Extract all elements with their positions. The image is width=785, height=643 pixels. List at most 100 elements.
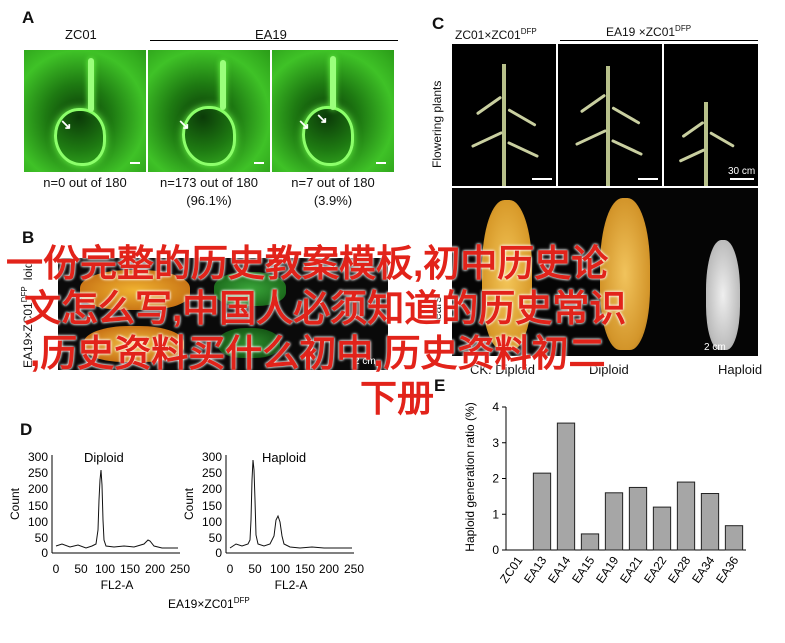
e-category-label-ea34: EA34 <box>689 553 717 585</box>
overlay-text-line-4: 下册 <box>360 378 434 419</box>
d-left-ytick-100: 100 <box>28 515 48 529</box>
e-bar-ea15 <box>580 533 600 551</box>
panel-c-bottom-label-3: Haploid <box>718 362 763 377</box>
e-ytick-label: 2 <box>492 472 499 486</box>
histogram-diploid: Diploid 300 250 200 150 100 50 0 0 50 10… <box>8 450 190 592</box>
panel-b-images: 2 cm <box>58 258 388 370</box>
panel-b-kernel-2 <box>84 326 184 362</box>
d-left-ytick-0: 0 <box>41 546 48 560</box>
panel-c-ears: 2 cm <box>452 188 758 356</box>
d-left-xtick-0: 0 <box>53 562 60 576</box>
e-bar-ea36 <box>724 525 744 551</box>
d-right-xtick-100: 100 <box>270 562 290 576</box>
panel-c-plant-2 <box>558 44 662 186</box>
panel-c-ear-3 <box>706 240 740 350</box>
e-bar-ea14 <box>556 422 576 551</box>
panel-c-bottom-label-1: CK: Diploid <box>470 362 536 377</box>
e-category-label-ea36: EA36 <box>713 553 741 585</box>
d-left-ylabel: Count <box>8 487 22 520</box>
panel-c-label: C <box>432 14 445 33</box>
d-left-xtick-200: 200 <box>145 562 165 576</box>
overlay-text-line-1: 一份完整的历史教案模板,初中历史论 <box>6 243 609 284</box>
d-left-ytick-200: 200 <box>28 482 48 496</box>
panel-c-scale-bottom: 2 cm <box>704 342 726 353</box>
e-category-label-ea15: EA15 <box>569 553 597 585</box>
panel-c-ear-1 <box>482 200 532 350</box>
panel-a-caption-3: n=7 out of 180 (3.9%) <box>291 175 375 208</box>
e-ytick-label: 4 <box>492 400 499 414</box>
panel-c-ear-2 <box>600 198 650 350</box>
panel-a-header-right: EA19 <box>255 27 287 42</box>
panel-c-header-right: EA19 ×ZC01DFP <box>606 24 692 39</box>
e-category-label-ea22: EA22 <box>641 553 669 585</box>
d-left-ytick-300: 300 <box>28 450 48 464</box>
e-category-label-ea13: EA13 <box>521 553 549 585</box>
d-left-ytick-50: 50 <box>35 531 49 545</box>
d-right-ylabel: Count <box>182 487 196 520</box>
d-right-ytick-50: 50 <box>209 531 223 545</box>
panel-d-label: D <box>20 420 33 439</box>
panel-c-header-rule <box>560 40 758 41</box>
e-bar-ea28 <box>676 481 696 551</box>
e-ylabel: Haploid generation ratio (%) <box>463 402 477 551</box>
panel-c-header-left: ZC01×ZC01DFP <box>455 27 537 42</box>
d-right-ytick-0: 0 <box>215 546 222 560</box>
e-bar-ea34 <box>700 493 720 551</box>
e-bar-ea19 <box>604 492 624 551</box>
d-left-xlabel: FL2-A <box>101 578 134 592</box>
e-category-label-zc01: ZC01 <box>497 553 525 585</box>
e-bar-ea13 <box>532 472 552 551</box>
histogram-haploid: Haploid 300 250 200 150 100 50 0 0 50 10… <box>182 450 364 592</box>
d-right-xtick-150: 150 <box>295 562 315 576</box>
panel-c-plant-1 <box>452 44 556 186</box>
d-left-ytick-150: 150 <box>28 499 48 513</box>
panel-a-image-2: ↘ <box>148 50 270 172</box>
d-right-ytick-250: 250 <box>202 466 222 480</box>
panel-a-header-rule <box>150 40 398 41</box>
panel-d-footer: EA19×ZC01DFP <box>168 596 250 611</box>
panel-b-kernel-4 <box>218 328 280 358</box>
panel-a-caption-1: n=0 out of 180 <box>43 175 127 190</box>
d-left-xtick-250: 250 <box>170 562 190 576</box>
d-right-xtick-50: 50 <box>248 562 262 576</box>
e-ytick-label: 1 <box>492 507 499 521</box>
d-right-ytick-200: 200 <box>202 482 222 496</box>
d-right-ytick-150: 150 <box>202 499 222 513</box>
histogram-diploid-title: Diploid <box>84 450 124 465</box>
panel-e-label: E <box>434 376 446 395</box>
d-left-xtick-100: 100 <box>95 562 115 576</box>
histogram-haploid-title: Haploid <box>262 450 306 465</box>
panel-b-kernel-3 <box>214 272 286 306</box>
panel-c-bottom-label-2: Diploid <box>589 362 629 377</box>
panel-b-scale-text: 2 cm <box>354 356 376 367</box>
e-bar-ea22 <box>652 506 672 551</box>
d-right-ytick-300: 300 <box>202 450 222 464</box>
panel-c-scale-top: 30 cm <box>728 166 756 177</box>
panel-b-kernel-1 <box>80 270 190 310</box>
panel-b-label: B <box>22 228 35 247</box>
panel-a-label: A <box>22 8 35 27</box>
panel-d-histograms: Diploid 300 250 200 150 100 50 0 0 50 10… <box>8 450 364 611</box>
d-right-xtick-200: 200 <box>319 562 339 576</box>
panel-a-image-3: ↘ ↘ <box>272 50 394 172</box>
e-category-label-ea19: EA19 <box>593 553 621 585</box>
d-left-xtick-50: 50 <box>74 562 88 576</box>
d-right-xlabel: FL2-A <box>275 578 308 592</box>
overlay-text-line-2: 文怎么写,中国人必须知道的历史常识 <box>24 288 627 329</box>
d-right-ytick-100: 100 <box>202 515 222 529</box>
panel-c-row1-label: Flowering plants <box>430 80 444 168</box>
overlay-text-line-3: ,历史资料买什么初中,历史资料初二 <box>30 333 606 374</box>
e-category-label-ea21: EA21 <box>617 553 645 585</box>
e-ytick-label: 3 <box>492 436 499 450</box>
d-left-xtick-150: 150 <box>120 562 140 576</box>
panel-a-image-1: ↘ <box>24 50 146 172</box>
e-bar-ea21 <box>628 486 648 551</box>
d-left-ytick-250: 250 <box>28 466 48 480</box>
panel-c-plant-3: 30 cm <box>664 44 758 186</box>
d-right-xtick-0: 0 <box>227 562 234 576</box>
d-right-xtick-250: 250 <box>344 562 364 576</box>
e-category-label-ea14: EA14 <box>545 553 573 585</box>
panel-a-header-left: ZC01 <box>65 27 97 42</box>
e-category-label-ea28: EA28 <box>665 553 693 585</box>
